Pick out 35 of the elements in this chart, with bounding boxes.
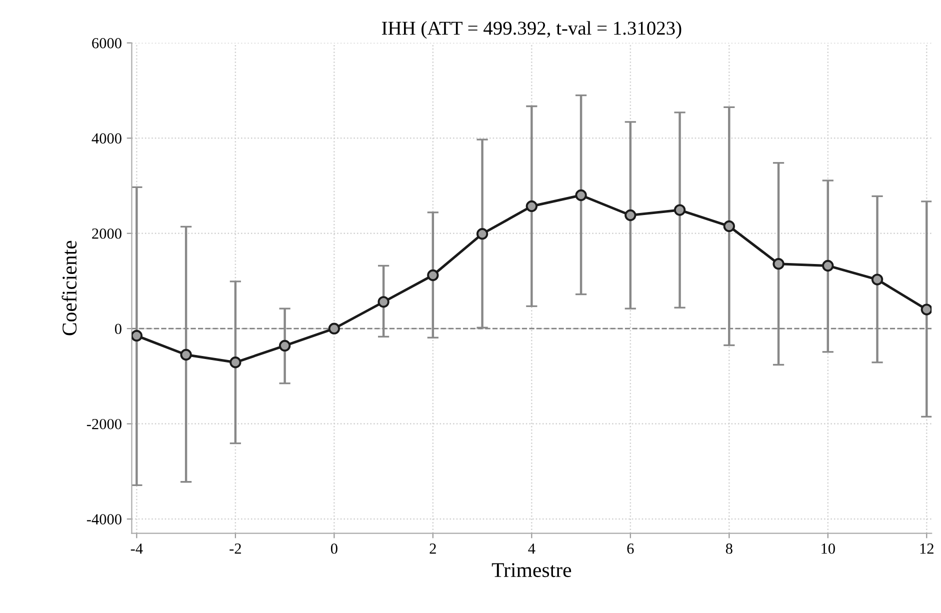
point <box>132 330 143 342</box>
y-axis-title: Coeficiente <box>62 240 77 336</box>
y-tick-label: -2000 <box>86 418 122 430</box>
point <box>871 274 884 286</box>
x-axis-title: Trimestre <box>492 563 572 578</box>
x-tick-label: 4 <box>528 544 536 554</box>
chart-title: IHH (ATT = 499.392, t-val = 1.31023) <box>382 21 682 39</box>
point <box>230 356 242 368</box>
y-tick-label: -4000 <box>86 514 122 524</box>
point <box>278 340 291 352</box>
point <box>378 296 390 308</box>
x-tick-label: 6 <box>627 544 634 554</box>
y-tick-label: 2000 <box>92 228 122 239</box>
y-tick-label: 0 <box>114 324 122 334</box>
x-tick-label: 0 <box>330 543 338 554</box>
x-tick-label: 8 <box>726 543 732 554</box>
point <box>624 209 636 222</box>
x-tick-label: 2 <box>430 544 436 554</box>
point <box>328 322 340 334</box>
y-tick-label: 6000 <box>92 38 122 48</box>
point <box>822 260 834 272</box>
x-tick-label: 12 <box>920 544 934 554</box>
x-tick-label: -2 <box>230 544 241 554</box>
point <box>575 189 587 202</box>
point <box>723 220 735 232</box>
point <box>674 204 686 216</box>
x-tick-label: -4 <box>130 544 143 554</box>
point <box>180 348 192 361</box>
point <box>772 258 784 270</box>
y-tick-label: 4000 <box>92 133 122 144</box>
point <box>526 200 538 212</box>
point <box>920 304 932 316</box>
point <box>476 228 488 240</box>
x-tick-label: 10 <box>822 543 835 554</box>
point <box>427 269 439 282</box>
